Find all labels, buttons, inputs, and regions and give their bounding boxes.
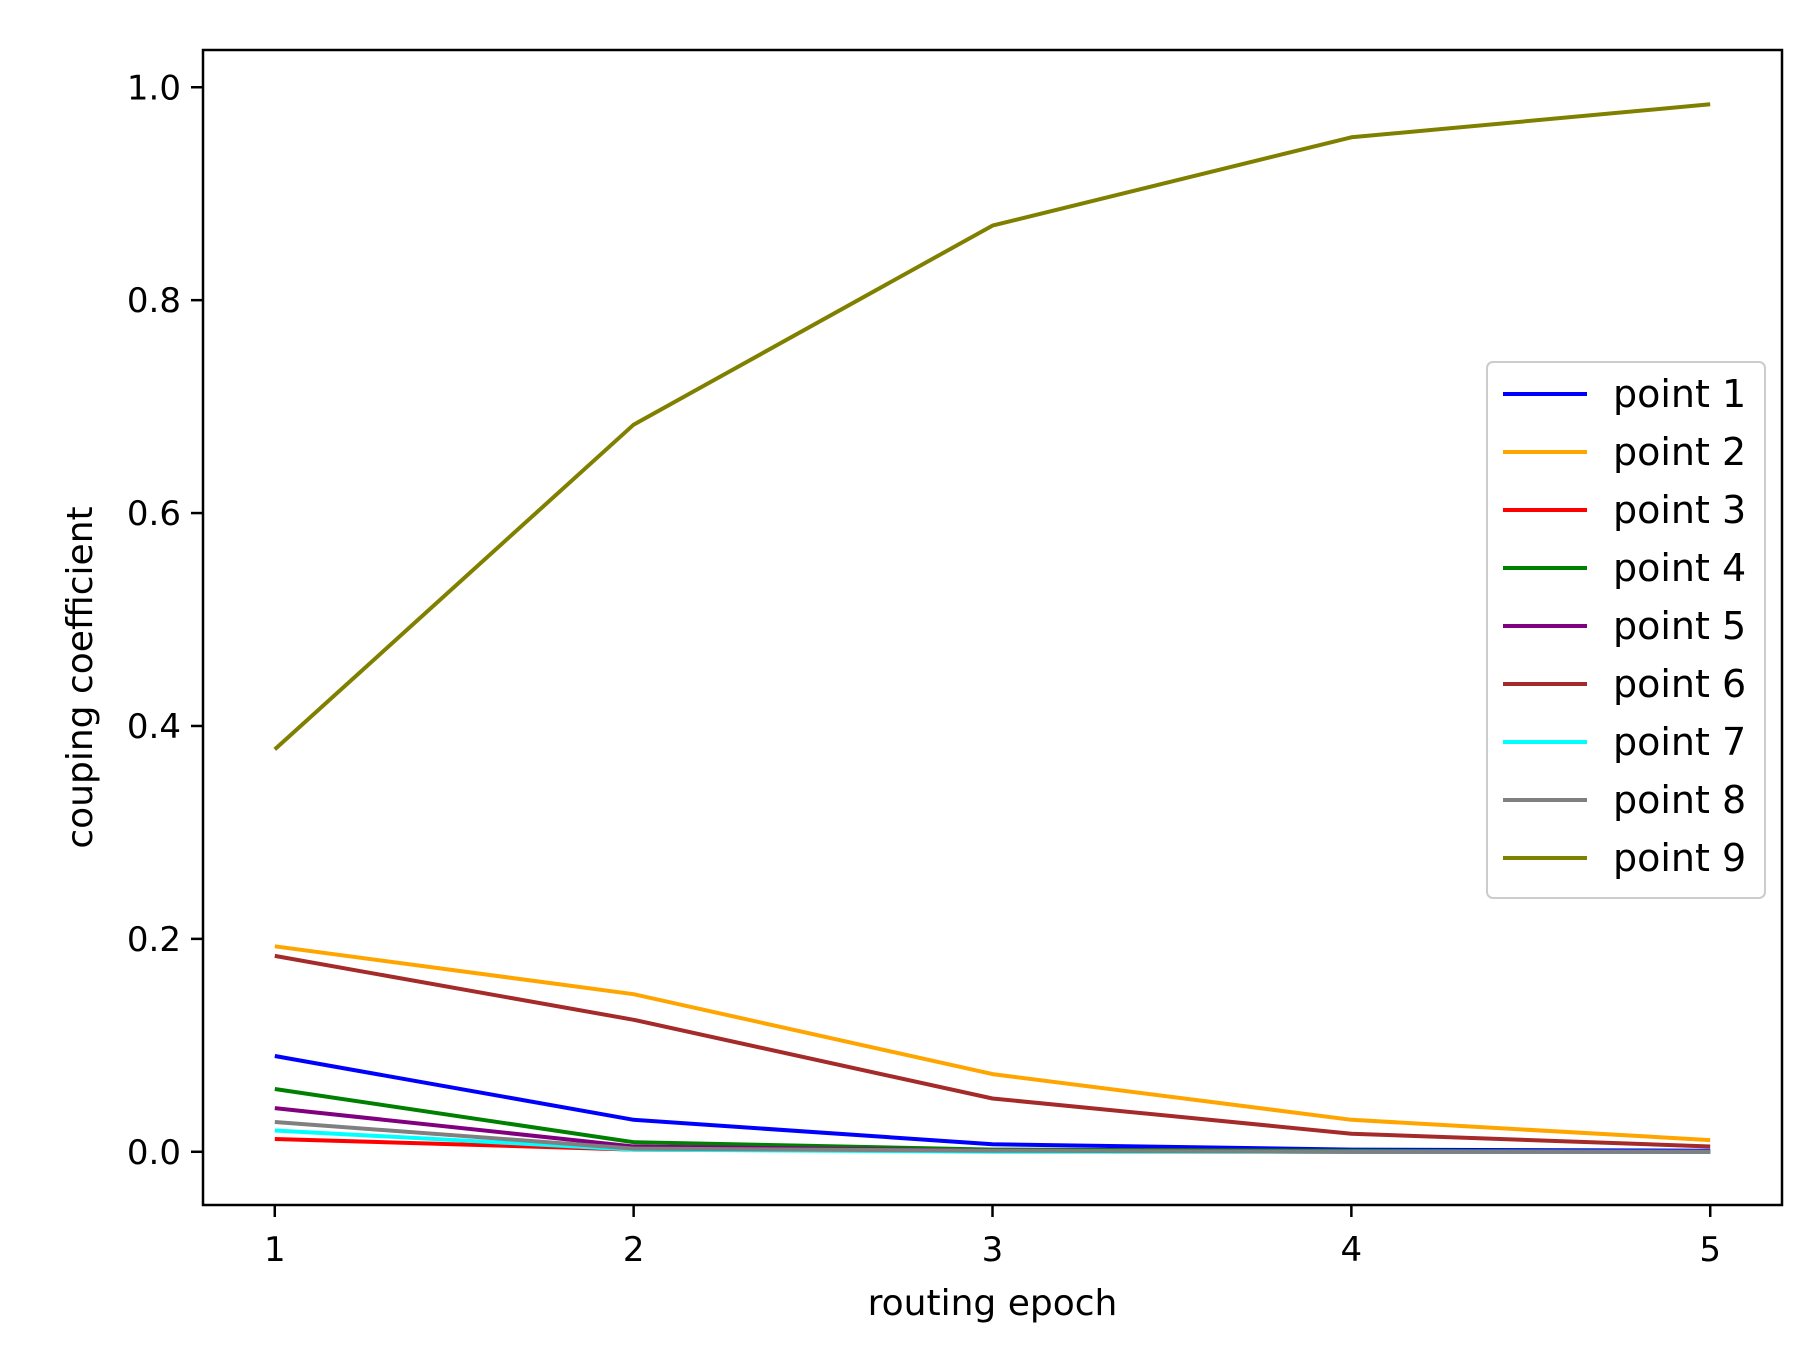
y-tick-label: 0.2 [127, 920, 181, 960]
y-tick-label: 0.8 [127, 281, 181, 321]
y-axis: 0.0 0.2 0.4 0.6 0.8 1.0 [127, 68, 203, 1173]
series-line-point-9 [273, 102, 1711, 751]
legend-label: point 8 [1613, 778, 1746, 822]
x-axis-label: routing epoch [868, 1283, 1118, 1324]
legend-label: point 6 [1613, 662, 1746, 706]
legend-label: point 2 [1613, 430, 1746, 474]
legend: point 1 point 2 point 3 point 4 point 5 point… [1486, 361, 1766, 899]
legend-label: point 9 [1613, 836, 1746, 880]
legend-label: point 7 [1613, 720, 1746, 764]
series-line-point-8 [274, 1120, 1711, 1154]
legend-label: point 5 [1613, 604, 1746, 648]
x-axis: 1 2 3 4 5 [264, 1205, 1721, 1270]
series-layer [273, 102, 1711, 1154]
series-line-point-6 [274, 953, 1711, 1149]
x-tick-label: 4 [1341, 1230, 1363, 1270]
x-tick-label: 1 [264, 1230, 286, 1270]
x-tick-label: 5 [1699, 1230, 1721, 1270]
y-tick-label: 0.0 [127, 1133, 181, 1173]
legend-box [1486, 361, 1766, 899]
x-tick-label: 3 [982, 1230, 1004, 1270]
x-tick-label: 2 [623, 1230, 645, 1270]
y-tick-label: 1.0 [127, 68, 181, 108]
legend-label: point 4 [1613, 546, 1746, 590]
y-tick-label: 0.4 [127, 707, 181, 747]
legend-label: point 3 [1613, 488, 1746, 532]
y-tick-label: 0.6 [127, 494, 181, 534]
legend-label: point 1 [1613, 372, 1746, 416]
y-axis-label: couping coefficient [60, 506, 101, 848]
series-line-point-2 [274, 944, 1711, 1143]
